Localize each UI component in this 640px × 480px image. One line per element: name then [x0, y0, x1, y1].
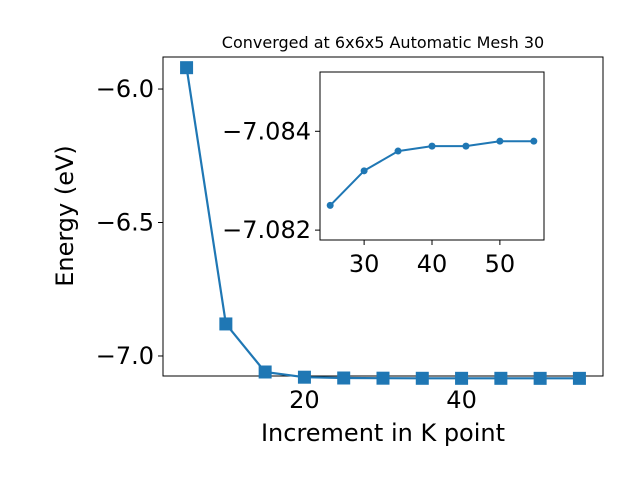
main-x-tick-label: 20: [289, 386, 320, 414]
inset-data-point: [428, 142, 436, 150]
main-data-point: [572, 371, 586, 385]
main-data-point: [180, 61, 194, 75]
inset-data-point: [496, 137, 504, 145]
main-data-point: [533, 371, 547, 385]
chart-title: Converged at 6x6x5 Automatic Mesh 30: [222, 33, 544, 52]
y-axis-label: Energy (eV): [51, 145, 79, 287]
main-data-point: [415, 371, 429, 385]
inset-y-tick-label: −7.084: [222, 117, 311, 145]
main-data-point: [337, 371, 351, 385]
main-y-tick-label: −6.0: [96, 75, 154, 103]
inset-x-tick-label: 40: [417, 250, 448, 278]
inset-x-tick-label: 50: [485, 250, 516, 278]
main-data-point: [258, 365, 272, 379]
main-data-point: [297, 370, 311, 384]
inset-y-tick-label: −7.082: [222, 216, 311, 244]
inset-x-tick-label: 30: [349, 250, 380, 278]
main-axis-ticks: 20 40 −6.0 −6.5 −7.0: [96, 75, 477, 414]
x-axis-label: Increment in K point: [261, 419, 505, 447]
inset-data-point: [360, 167, 368, 175]
inset-axis-ticks: 30 40 50 −7.084 −7.082: [222, 117, 515, 278]
main-x-tick-label: 40: [446, 386, 477, 414]
inset-data-point: [394, 147, 402, 155]
main-series-group: [180, 61, 586, 385]
inset-data-point: [462, 142, 470, 150]
main-y-tick-label: −7.0: [96, 342, 154, 370]
inset-data-point: [326, 201, 334, 209]
main-data-point: [376, 371, 390, 385]
inset-series-group: [326, 137, 538, 209]
inset-data-point: [530, 137, 538, 145]
main-data-point: [455, 371, 469, 385]
main-data-point: [219, 317, 233, 331]
main-y-tick-label: −6.5: [96, 209, 154, 237]
inset-plot-frame: [319, 71, 545, 241]
main-data-point: [494, 371, 508, 385]
